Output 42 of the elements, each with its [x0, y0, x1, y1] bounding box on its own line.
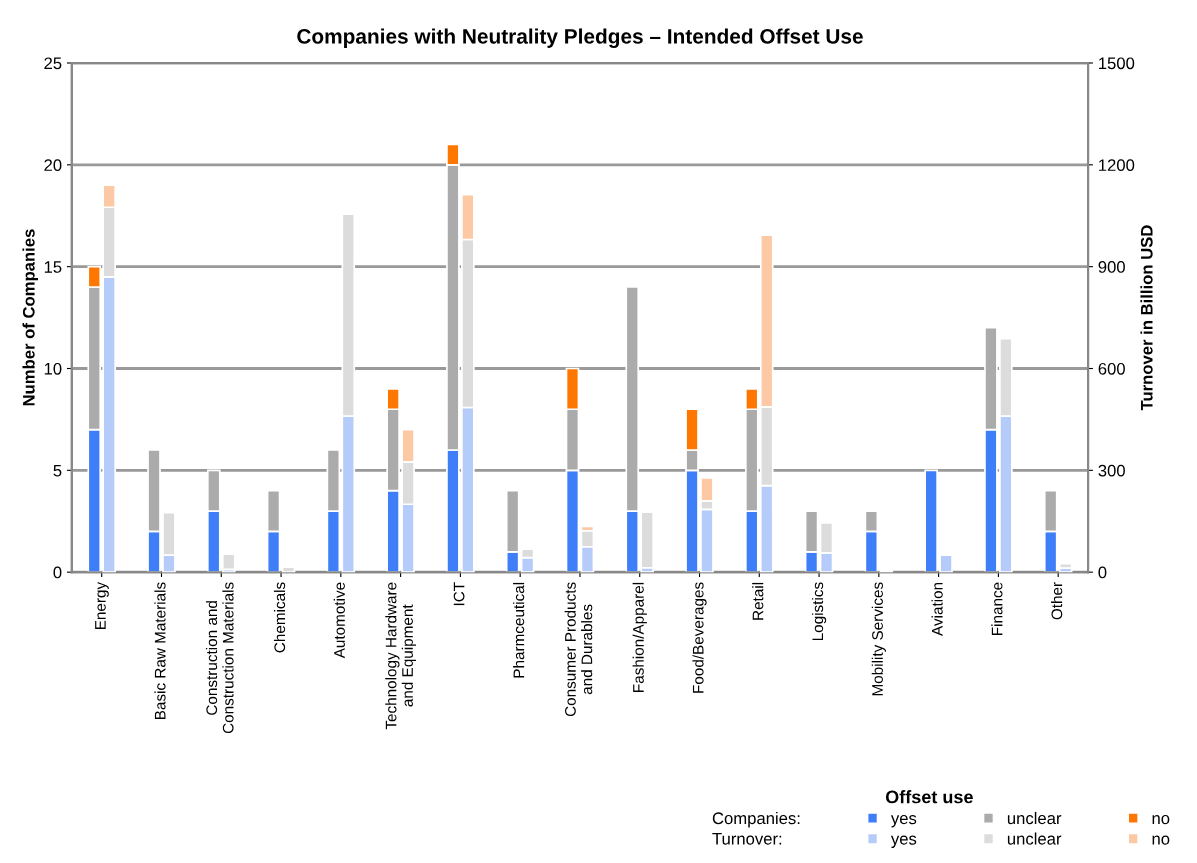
- x-tick-label: Consumer Products and Durables: [564, 582, 593, 717]
- x-tick-label: Basic Raw Materials: [154, 582, 166, 720]
- x-tick-label: Other: [1051, 582, 1063, 620]
- x-tick-label: Retail: [752, 582, 764, 620]
- legend-label: unclear: [1007, 811, 1062, 825]
- legend-label: yes: [890, 835, 917, 848]
- x-tick-label: Food/Beverages: [692, 582, 707, 693]
- y-axis-title: Number of Companies: [22, 229, 39, 406]
- x-tick-label: Aviation: [931, 582, 943, 636]
- x-tick-label: Pharmceutical: [513, 582, 525, 678]
- legend-label: yes: [890, 815, 917, 828]
- x-tick-label: Automotive: [333, 582, 345, 659]
- text: Turnover:: [712, 833, 782, 845]
- y2-axis-title: Turnover in Billion USD: [1140, 225, 1153, 411]
- x-tick-label: Energy: [95, 581, 109, 630]
- y-tick-label: 25: [44, 57, 62, 70]
- y-tick-label: 5: [53, 464, 62, 477]
- legend-label: no: [1152, 835, 1170, 845]
- x-tick-label: ICT: [453, 582, 465, 606]
- y2-tick-label: 900: [1098, 261, 1125, 273]
- x-tick-label: Fashion/Apparel: [632, 582, 647, 692]
- y2-tick-label: 1500: [1099, 57, 1135, 70]
- x-tick-label: Logistics: [811, 582, 827, 641]
- x-tick-label: Technology Hardware and Equipment: [385, 582, 416, 730]
- x-tick-label: Construction and Construction Materials: [205, 582, 234, 734]
- legend-title: Offset use: [885, 790, 973, 804]
- y2-tick-label: 300: [1098, 464, 1125, 477]
- text: Companies:: [712, 811, 800, 828]
- bar: [281, 566, 296, 573]
- y2-tick-label: 1200: [1099, 159, 1135, 172]
- y2-tick-label: 600: [1098, 362, 1125, 375]
- y-tick-label: 0: [53, 566, 62, 579]
- chart-title: Companies with Neutrality Pledges – Intended Offset Use: [297, 28, 863, 48]
- legend-label: unclear: [1007, 832, 1062, 845]
- x-tick-label: Finance: [991, 582, 1003, 635]
- legend-label: no: [1152, 815, 1170, 825]
- x-tick-label: Chemicals: [273, 582, 286, 653]
- x-tick-label: Mobility Services: [871, 582, 886, 696]
- y2-tick-label: 0: [1098, 566, 1107, 579]
- y-tick-label: 15: [44, 261, 62, 273]
- y-tick-label: 20: [44, 159, 62, 172]
- y-tick-label: 10: [44, 362, 62, 375]
